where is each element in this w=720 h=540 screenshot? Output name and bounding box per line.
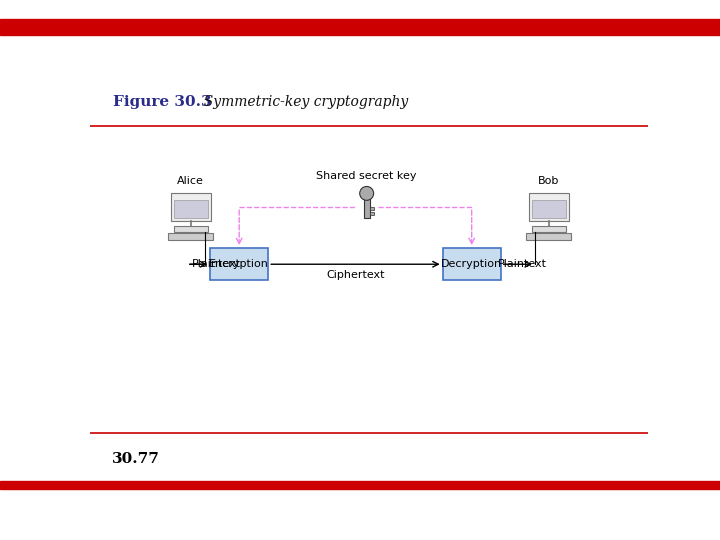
Bar bbox=[364, 197, 370, 218]
Text: 30.77: 30.77 bbox=[112, 452, 160, 466]
Text: Decryption: Decryption bbox=[441, 259, 503, 269]
Bar bbox=[443, 248, 500, 280]
Bar bbox=[171, 193, 211, 221]
Bar bbox=[168, 233, 213, 240]
Text: Bob: Bob bbox=[538, 176, 559, 186]
Bar bbox=[528, 193, 569, 221]
Text: Alice: Alice bbox=[177, 176, 204, 186]
Text: Plaintext: Plaintext bbox=[498, 259, 547, 269]
Circle shape bbox=[360, 186, 374, 200]
Bar bbox=[532, 226, 566, 232]
Text: Shared secret key: Shared secret key bbox=[316, 171, 417, 181]
Bar bbox=[526, 233, 571, 240]
Bar bbox=[210, 248, 269, 280]
Bar bbox=[174, 200, 208, 218]
Bar bbox=[532, 200, 566, 218]
Bar bbox=[174, 226, 208, 232]
Text: Ciphertext: Ciphertext bbox=[326, 271, 384, 280]
Bar bbox=[370, 207, 374, 211]
Text: Plaintext: Plaintext bbox=[192, 259, 241, 269]
Text: Symmetric-key cryptography: Symmetric-key cryptography bbox=[194, 94, 408, 109]
Text: Encryption: Encryption bbox=[210, 259, 269, 269]
Text: Figure 30.3: Figure 30.3 bbox=[113, 94, 212, 109]
Bar bbox=[370, 212, 374, 215]
